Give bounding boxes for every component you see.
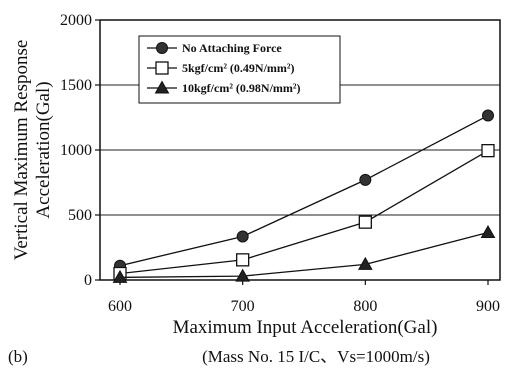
- series-1-point-1: [236, 253, 250, 267]
- y-axis-label-line1: Vertical Maximum Response: [11, 40, 32, 261]
- x-tick-label-3: 900: [476, 298, 500, 315]
- x-axis-label: Maximum Input Acceleration(Gal): [173, 317, 438, 338]
- y-tick-label-0: 0: [84, 272, 92, 289]
- y-axis-ticks: 0 500 1000 1500 2000: [60, 12, 100, 289]
- legend-label-0: No Attaching Force: [182, 41, 282, 55]
- y-axis-label-line2: Acceleration(Gal): [33, 81, 54, 218]
- panel-label: (b): [8, 347, 28, 366]
- legend-marker-0: [156, 42, 168, 54]
- grid-lines: [100, 84, 500, 216]
- x-tick-label-0: 600: [108, 298, 132, 315]
- series-2-point-0: [112, 269, 128, 283]
- y-tick-label-1: 500: [68, 207, 92, 224]
- series-1-point-2: [358, 215, 372, 229]
- x-axis-ticks: 600 700 800 900: [108, 280, 500, 315]
- series-1-point-3: [481, 143, 495, 158]
- series-2-line: [119, 231, 489, 279]
- legend-label-1: 5kgf/cm² (0.49N/mm²): [182, 61, 295, 75]
- series-0-point-2: [359, 173, 372, 186]
- x-tick-label-2: 800: [353, 298, 377, 315]
- series-0-point-3: [482, 109, 494, 122]
- series-2-point-3: [480, 225, 496, 239]
- series-2-point-1: [235, 268, 251, 282]
- legend-box: [138, 35, 341, 104]
- series-2: [112, 225, 496, 283]
- legend-label-2: 10kgf/cm² (0.98N/mm²): [182, 81, 301, 95]
- series-1: [113, 143, 495, 281]
- series-0-point-1: [236, 230, 249, 243]
- legend-marker-2: [154, 80, 170, 94]
- series-1-line: [119, 150, 489, 275]
- y-tick-label-2: 1000: [60, 142, 92, 159]
- series-2-point-2: [357, 256, 373, 270]
- legend-marker-1: [155, 61, 169, 75]
- y-tick-label-4: 2000: [60, 12, 92, 29]
- series-0: [114, 109, 494, 272]
- series-layer: [112, 109, 496, 283]
- series-0-line: [119, 114, 489, 267]
- chart-note: (Mass No. 15 I/C、Vs=1000m/s): [202, 347, 430, 366]
- x-tick-label-1: 700: [231, 298, 255, 315]
- legend: No Attaching Force 5kgf/cm² (0.49N/mm²) 10…: [138, 35, 341, 104]
- y-tick-label-3: 1500: [60, 77, 92, 94]
